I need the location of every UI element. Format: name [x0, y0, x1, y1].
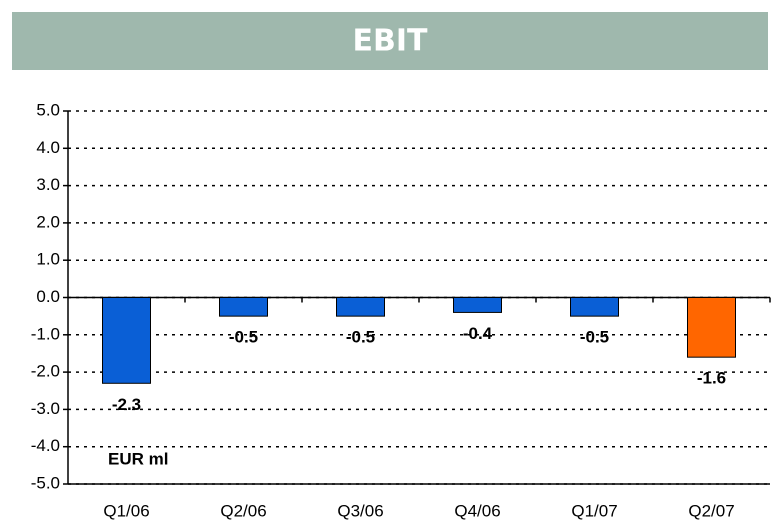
- y-tick-label: -1.0: [31, 324, 60, 343]
- bar: [453, 297, 502, 313]
- x-tick-label: Q3/06: [337, 501, 383, 520]
- y-tick-label: -4.0: [31, 436, 60, 455]
- y-tick-label: -3.0: [31, 399, 60, 418]
- x-tick-label: Q2/06: [220, 501, 266, 520]
- bar: [687, 297, 736, 358]
- x-tick-label: Q4/06: [454, 501, 500, 520]
- y-tick-label: 4.0: [36, 138, 60, 157]
- x-tick-label: Q2/07: [688, 501, 734, 520]
- y-tick-label: 0.0: [36, 287, 60, 306]
- y-tick-label: 2.0: [36, 212, 60, 231]
- x-tick-label: Q1/07: [571, 501, 617, 520]
- bar: [336, 297, 385, 317]
- bar: [102, 297, 151, 384]
- value-label: -0.4: [463, 324, 493, 343]
- value-label: -0.5: [580, 328, 609, 347]
- value-label: -0.5: [229, 328, 258, 347]
- chart-title: EBIT: [353, 24, 429, 59]
- y-tick-label: 3.0: [36, 175, 60, 194]
- bar: [570, 297, 619, 317]
- title-banner: [12, 12, 768, 70]
- bar: [219, 297, 268, 317]
- value-label: -2.3: [112, 395, 141, 414]
- y-tick-label: -2.0: [31, 362, 60, 381]
- value-label: -1.6: [697, 369, 726, 388]
- value-label: -0.5: [346, 328, 375, 347]
- x-tick-label: Q1/06: [103, 501, 149, 520]
- y-tick-label: -5.0: [31, 473, 60, 492]
- unit-annotation: EUR ml: [108, 449, 168, 468]
- y-tick-label: 1.0: [36, 250, 60, 269]
- y-tick-label: 5.0: [36, 100, 60, 119]
